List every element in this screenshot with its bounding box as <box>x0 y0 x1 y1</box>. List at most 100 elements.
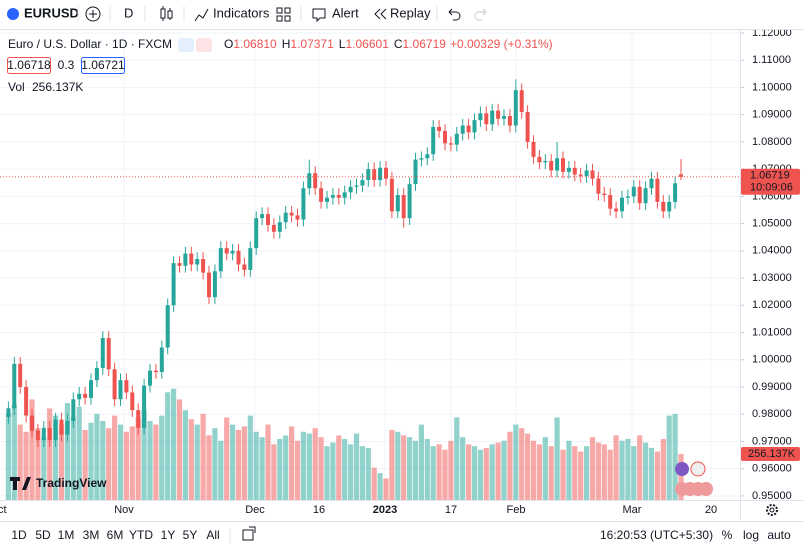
candle-body <box>94 367 99 381</box>
alert-icon[interactable] <box>312 8 326 23</box>
range-button[interactable]: 5D <box>35 528 51 542</box>
indicators-icon[interactable] <box>194 8 209 22</box>
replay-icon[interactable] <box>374 8 387 20</box>
candle-body <box>667 201 672 212</box>
y-tick-label: 0.98000 <box>752 408 792 420</box>
undo-button[interactable] <box>448 8 461 21</box>
volume-bar <box>365 447 371 500</box>
indicators-button[interactable]: Indicators <box>213 5 270 20</box>
layouts-button[interactable] <box>276 7 291 22</box>
eye-button[interactable] <box>178 38 194 52</box>
volume-bar <box>448 440 454 500</box>
compare-button[interactable] <box>85 6 101 22</box>
volume-bar <box>595 442 601 500</box>
x-tick-label: 16 <box>313 504 325 516</box>
volume-bar <box>342 438 348 500</box>
volume-bar <box>88 422 94 500</box>
candle-body <box>230 250 235 254</box>
event-icons[interactable] <box>675 461 713 496</box>
x-tick-label: 17 <box>445 504 457 516</box>
volume-bar <box>418 424 424 500</box>
x-tick-label: Feb <box>507 504 526 516</box>
volume-bar <box>377 473 383 500</box>
candle-body <box>673 183 678 202</box>
interval[interactable]: D <box>124 5 133 20</box>
volume-bar <box>129 426 135 500</box>
candle-body <box>65 421 70 435</box>
volume-bar <box>607 449 613 500</box>
range-button[interactable]: 5Y <box>183 528 198 542</box>
range-button[interactable]: 1D <box>11 528 27 542</box>
bid[interactable]: 1.06718 <box>7 58 51 72</box>
waves-button[interactable] <box>196 38 212 52</box>
volume-bar <box>112 415 118 500</box>
range-button[interactable]: 1M <box>58 528 75 542</box>
candle-body <box>142 385 147 428</box>
scale-option[interactable]: log <box>743 528 759 542</box>
range-button[interactable]: 1Y <box>161 528 176 542</box>
redo-button[interactable] <box>474 8 487 21</box>
volume-bar <box>648 447 655 500</box>
toolbar <box>0 0 804 29</box>
volume-bar <box>672 413 678 500</box>
alert-button[interactable]: Alert <box>332 5 359 20</box>
candle-body <box>507 116 512 126</box>
candle-body <box>136 410 141 428</box>
candle-body <box>89 380 93 398</box>
replay-button[interactable]: Replay <box>390 5 431 20</box>
volume-bar <box>530 440 537 500</box>
candle-body <box>679 174 683 177</box>
candle-body <box>348 186 353 193</box>
volume-bar <box>631 446 637 500</box>
volume-bar <box>584 446 590 500</box>
x-tick-label: 2023 <box>373 504 397 516</box>
candle-body <box>378 167 383 181</box>
candle-body <box>602 193 607 196</box>
scale-option[interactable]: % <box>722 528 733 542</box>
date-range-button[interactable] <box>242 526 256 541</box>
candle-body <box>596 178 601 194</box>
candle-body <box>448 143 453 145</box>
candle-body <box>360 180 365 186</box>
candle-body <box>153 370 158 373</box>
bid-box[interactable] <box>7 57 51 74</box>
candle-body <box>106 337 111 370</box>
volume-bar <box>560 449 566 500</box>
chart-type-button[interactable] <box>160 6 173 21</box>
volume-bar <box>460 437 466 500</box>
candle-body <box>183 253 188 266</box>
candle-body <box>637 186 642 204</box>
range-button[interactable]: 3M <box>83 528 100 542</box>
y-tick-label: 1.02000 <box>752 299 792 311</box>
volume-bar <box>182 410 188 500</box>
y-tick-label: 0.97000 <box>752 435 792 447</box>
symbol[interactable]: EURUSD <box>24 5 79 20</box>
volume-bar <box>29 399 35 500</box>
range-button[interactable]: All <box>206 528 219 542</box>
volume-bar <box>41 437 47 500</box>
x-tick-label: Dec <box>245 504 265 516</box>
ask[interactable]: 1.06721 <box>81 58 125 72</box>
candle-body <box>649 178 654 189</box>
candle-body <box>478 113 483 121</box>
scale-option[interactable]: auto <box>767 528 791 542</box>
candle-body <box>425 154 430 159</box>
candle-body <box>271 224 276 232</box>
candle-body <box>472 120 477 133</box>
candle-body <box>643 188 648 204</box>
range-button[interactable]: YTD <box>129 528 153 542</box>
y-tick-label: 1.01000 <box>752 326 792 338</box>
volume-value-box <box>741 447 800 462</box>
volume-bar <box>660 438 666 500</box>
candle-body <box>41 427 46 441</box>
symbol-icon[interactable] <box>7 8 19 20</box>
chart-title: Euro / U.S. Dollar · 1D · FXCM <box>8 37 172 51</box>
y-tick-label: 0.96000 <box>752 463 792 475</box>
candle-body <box>112 369 117 400</box>
range-button[interactable]: 6M <box>107 528 124 542</box>
candle-body <box>395 195 400 212</box>
logo <box>10 477 31 490</box>
settings-button[interactable] <box>766 504 778 516</box>
ask-box[interactable] <box>81 57 125 74</box>
volume-bar <box>442 449 448 500</box>
